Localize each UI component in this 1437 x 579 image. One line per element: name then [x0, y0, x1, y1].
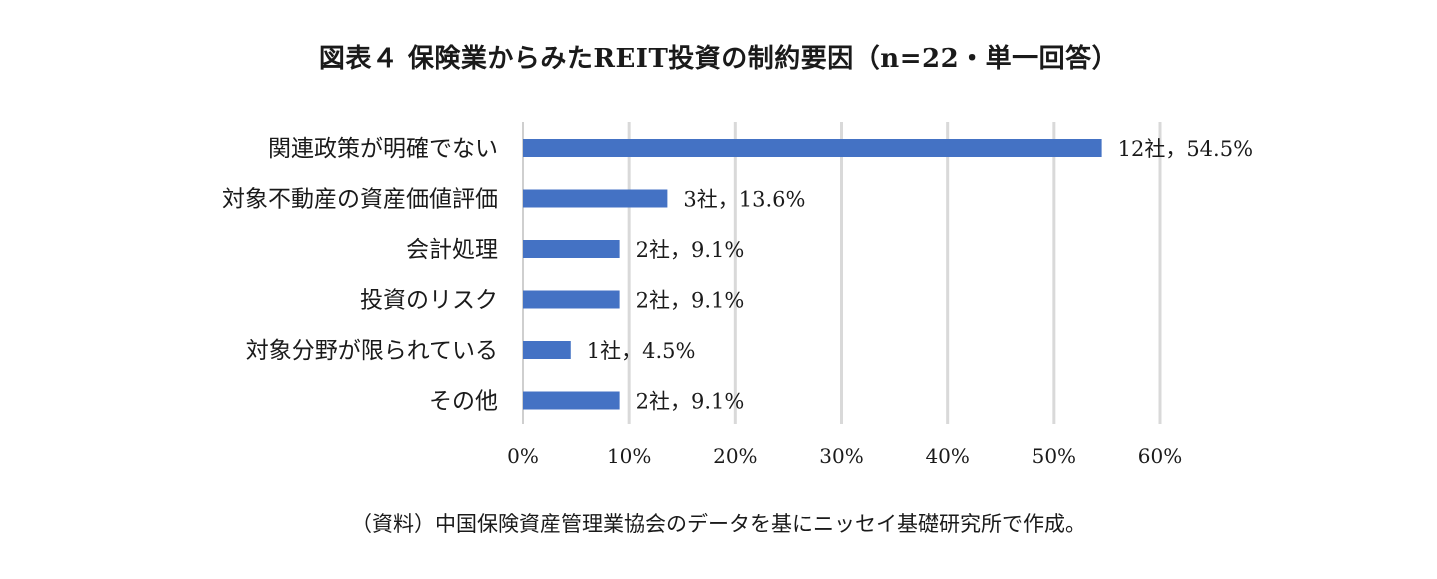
category-label-4: 対象分野が限られている: [246, 338, 498, 364]
x-tick-label-10: 10%: [607, 444, 651, 468]
source-note: （資料）中国保険資産管理業協会のデータを基にニッセイ基礎研究所で作成。: [351, 512, 1086, 536]
x-tick-label-0: 0%: [507, 444, 539, 468]
category-label-5: その他: [429, 389, 498, 415]
category-labels: 関連政策が明確でない対象不動産の資産価値評価会計処理投資のリスク対象分野が限られ…: [222, 136, 498, 415]
x-tick-label-40: 40%: [925, 444, 969, 468]
x-tick-label-50: 50%: [1032, 444, 1076, 468]
bar-0: [523, 139, 1102, 157]
bar-3: [523, 290, 620, 309]
data-labels: 12社，54.5% 3社，13.6% 2社，9.1% 2社，9.1% 1社，4.5% 2社…: [587, 137, 1253, 414]
chart-title: 図表４ 保険業からみたREIT投資の制約要因（n=22・単一回答）: [318, 44, 1119, 74]
x-tick-label-30: 30%: [819, 444, 863, 468]
category-label-0: 関連政策が明確でない: [268, 136, 498, 162]
x-axis-ticks: 0% 10% 20% 30% 40% 50% 60%: [507, 444, 1182, 468]
bar-5: [523, 391, 620, 410]
grid-lines: [522, 122, 1162, 424]
x-tick-label-20: 20%: [713, 444, 757, 468]
bars: [523, 139, 1102, 410]
bar-2: [523, 240, 620, 258]
data-label-1: 3社，13.6%: [683, 188, 805, 212]
bar-1: [523, 189, 668, 208]
category-label-3: 投資のリスク: [360, 288, 498, 314]
data-label-0: 12社，54.5%: [1118, 137, 1253, 161]
bar-4: [523, 341, 571, 359]
category-label-2: 会計処理: [406, 237, 498, 263]
data-label-5: 2社，9.1%: [636, 390, 745, 414]
data-label-3: 2社，9.1%: [636, 289, 745, 313]
x-tick-label-60: 60%: [1138, 444, 1182, 468]
category-label-1: 対象不動産の資産価値評価: [222, 187, 498, 213]
data-label-2: 2社，9.1%: [636, 238, 745, 262]
data-label-4: 1社，4.5%: [587, 339, 696, 363]
